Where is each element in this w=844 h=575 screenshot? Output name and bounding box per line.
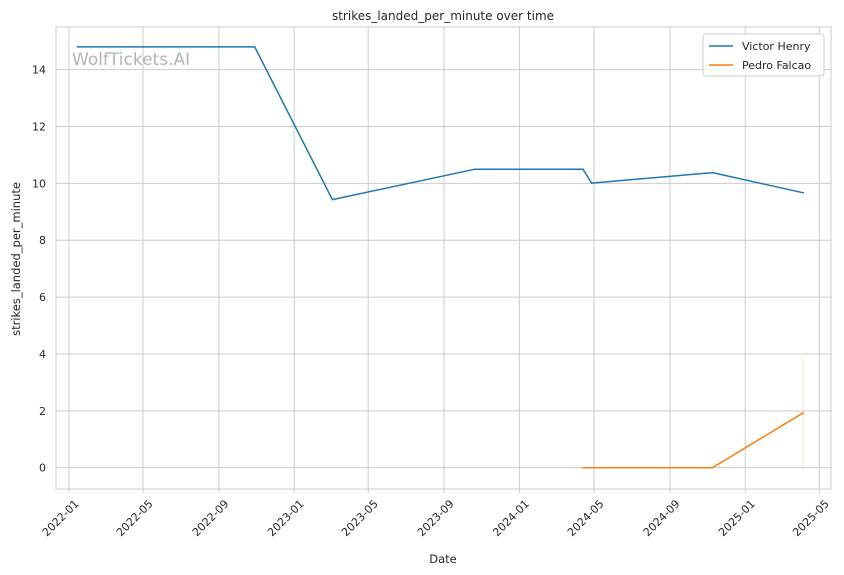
grid [56, 27, 831, 489]
legend-box [702, 33, 825, 77]
victor-henry-point [253, 46, 256, 48]
victor-henry-point [711, 171, 714, 174]
y-tick-label: 4 [39, 348, 46, 361]
victor-henry-point [802, 191, 805, 194]
pedro-falcao-point [802, 412, 805, 414]
y-tick-label: 6 [39, 291, 46, 304]
victor-henry-point [590, 182, 593, 184]
y-tick-label: 2 [39, 405, 46, 418]
pedro-falcao-point [582, 466, 584, 469]
y-axis-label: strikes_landed_per_minute [9, 182, 23, 336]
y-axis-ticks: 0 2 4 6 8 10 12 14 [32, 64, 46, 475]
y-tick-label: 12 [32, 121, 46, 134]
legend: Victor Henry Pedro Falcao [702, 33, 825, 77]
plot-frame [55, 26, 832, 490]
chart-title: strikes_landed_per_minute over time [332, 9, 554, 23]
pedro-falcao-point [711, 466, 714, 469]
x-axis-label: Date [429, 552, 457, 566]
legend-label-victor-henry: Victor Henry [742, 40, 811, 53]
victor-henry-line [77, 46, 804, 201]
legend-label-pedro-falcao: Pedro Falcao [742, 59, 811, 72]
series-layer [76, 46, 805, 469]
victor-henry-point [331, 198, 334, 201]
watermark: WolfTickets.AI [72, 50, 190, 70]
victor-henry-point [474, 168, 476, 170]
y-tick-label: 14 [32, 64, 46, 77]
victor-henry-point [76, 46, 79, 48]
y-tick-label: 0 [39, 462, 46, 475]
victor-henry-point [582, 168, 584, 170]
y-tick-label: 10 [32, 177, 46, 190]
y-tick-label: 8 [39, 234, 46, 247]
